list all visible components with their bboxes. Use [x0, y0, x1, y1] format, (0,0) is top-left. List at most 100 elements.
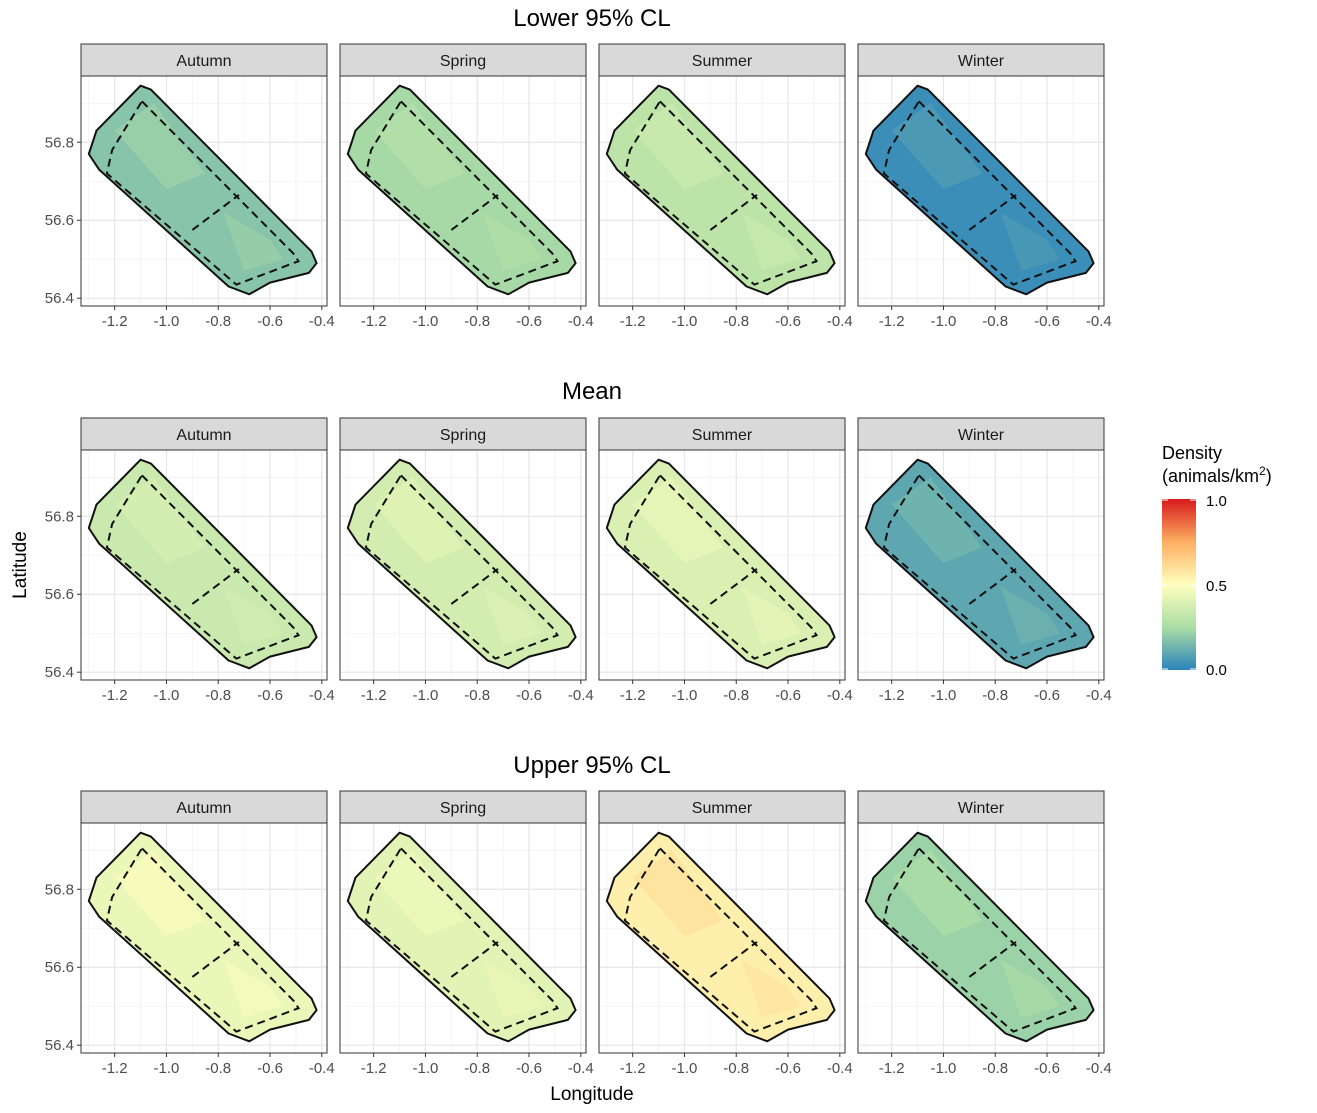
x-tick-label: -1.0 — [413, 687, 439, 704]
y-tick-label: 56.6 — [45, 586, 74, 603]
legend-tick-label-mid: 0.5 — [1206, 578, 1227, 595]
panel-border — [80, 449, 328, 681]
study-area-boundary — [346, 458, 577, 670]
facet-label: Spring — [440, 427, 486, 444]
x-tick-label: -1.2 — [361, 1060, 387, 1077]
density-variation — [373, 477, 465, 564]
facet-label: Autumn — [176, 427, 231, 444]
y-tick-label: 56.4 — [45, 664, 74, 681]
facet-label: Summer — [692, 427, 753, 444]
x-tick-label: -0.6 — [1034, 1060, 1060, 1077]
wind-farm-divider — [709, 194, 758, 231]
x-tick-label: -0.8 — [464, 687, 490, 704]
x-tick-label: -0.6 — [257, 687, 283, 704]
panel-border — [857, 75, 1105, 307]
row-1: Lower 95% CL Autumn -1.2 -1.0 -0.8 -0.6 -0.4 56… — [45, 5, 1112, 330]
panel-winter: Winter -1.2 -1.0 -0.8 -0.6 -0.4 — [857, 43, 1112, 330]
study-area-boundary — [864, 831, 1095, 1043]
y-tick-label: 56.8 — [45, 134, 74, 151]
panel-border — [339, 75, 587, 307]
x-tick-label: -0.8 — [982, 313, 1008, 330]
x-tick-label: -1.0 — [154, 1060, 180, 1077]
x-tick-label: -1.0 — [931, 687, 957, 704]
x-tick-label: -1.2 — [879, 313, 905, 330]
x-tick-label: -0.4 — [568, 687, 594, 704]
x-tick-label: -1.2 — [102, 687, 128, 704]
x-tick-label: -1.2 — [620, 313, 646, 330]
study-area-boundary — [346, 84, 577, 296]
density-variation — [114, 850, 206, 937]
y-tick-label: 56.6 — [45, 212, 74, 229]
x-tick-label: -0.4 — [827, 1060, 853, 1077]
x-tick-label: -0.8 — [464, 1060, 490, 1077]
wind-farm-boundary — [623, 846, 819, 1033]
facet-strip — [857, 790, 1105, 824]
facet-strip — [339, 790, 587, 824]
wind-farm-divider — [968, 568, 1017, 605]
panel-summer: Summer -1.2 -1.0 -0.8 -0.6 -0.4 — [598, 790, 853, 1077]
density-variation — [632, 477, 724, 564]
density-variation — [632, 850, 724, 937]
x-axis-label: Longitude — [550, 1084, 633, 1105]
x-tick-label: -1.2 — [879, 687, 905, 704]
x-tick-label: -0.8 — [464, 313, 490, 330]
study-area-boundary — [87, 831, 318, 1043]
y-tick-label: 56.4 — [45, 1037, 74, 1054]
panel-border — [80, 75, 328, 307]
study-area-boundary — [346, 831, 577, 1043]
x-tick-label: -1.0 — [413, 313, 439, 330]
panel-border — [80, 822, 328, 1054]
density-variation — [114, 103, 206, 190]
facet-strip — [598, 417, 846, 451]
density-variation — [1000, 586, 1060, 645]
row-title: Lower 95% CL — [513, 5, 670, 32]
x-tick-label: -0.6 — [257, 313, 283, 330]
density-variation — [223, 959, 283, 1018]
facet-strip — [80, 43, 328, 77]
panel-autumn: Autumn -1.2 -1.0 -0.8 -0.6 -0.4 56.8 56.6 56.4 — [45, 790, 335, 1077]
density-variation — [891, 850, 983, 937]
x-tick-label: -0.6 — [1034, 687, 1060, 704]
wind-farm-boundary — [882, 846, 1078, 1033]
x-tick-label: -1.2 — [361, 313, 387, 330]
x-tick-label: -1.2 — [361, 687, 387, 704]
legend-tick-label-max: 1.0 — [1206, 493, 1227, 510]
facet-label: Spring — [440, 53, 486, 70]
panel-winter: Winter -1.2 -1.0 -0.8 -0.6 -0.4 — [857, 790, 1112, 1077]
x-tick-label: -0.6 — [516, 687, 542, 704]
x-tick-label: -0.6 — [775, 313, 801, 330]
wind-farm-divider — [968, 941, 1017, 978]
wind-farm-boundary — [623, 473, 819, 660]
density-variation — [632, 103, 724, 190]
study-area-boundary — [87, 458, 318, 670]
x-tick-label: -0.4 — [827, 687, 853, 704]
row-2: Mean Autumn -1.2 -1.0 -0.8 -0.6 -0.4 56.8 56.6 56… — [45, 378, 1112, 704]
y-tick-label: 56.4 — [45, 290, 74, 307]
x-tick-label: -0.4 — [568, 313, 594, 330]
wind-farm-divider — [450, 194, 499, 231]
wind-farm-boundary — [105, 846, 301, 1033]
x-tick-label: -1.2 — [879, 1060, 905, 1077]
density-variation — [891, 477, 983, 564]
study-area-boundary — [864, 84, 1095, 296]
facet-label: Autumn — [176, 800, 231, 817]
density-variation — [1000, 212, 1060, 271]
density-variation — [482, 959, 542, 1018]
study-area-boundary — [605, 458, 836, 670]
density-variation — [741, 586, 801, 645]
panel-border — [339, 449, 587, 681]
facet-strip — [598, 43, 846, 77]
wind-farm-divider — [709, 941, 758, 978]
x-tick-label: -1.0 — [672, 313, 698, 330]
x-tick-label: -0.4 — [1086, 687, 1112, 704]
study-area-boundary — [87, 84, 318, 296]
panel-summer: Summer -1.2 -1.0 -0.8 -0.6 -0.4 — [598, 417, 853, 704]
density-variation — [223, 586, 283, 645]
density-variation — [223, 212, 283, 271]
legend-title-line1: Density — [1162, 443, 1222, 463]
x-tick-label: -0.8 — [205, 1060, 231, 1077]
wind-farm-divider — [191, 568, 240, 605]
x-tick-label: -1.2 — [620, 1060, 646, 1077]
facet-label: Winter — [958, 800, 1005, 817]
panel-spring: Spring -1.2 -1.0 -0.8 -0.6 -0.4 — [339, 790, 594, 1077]
